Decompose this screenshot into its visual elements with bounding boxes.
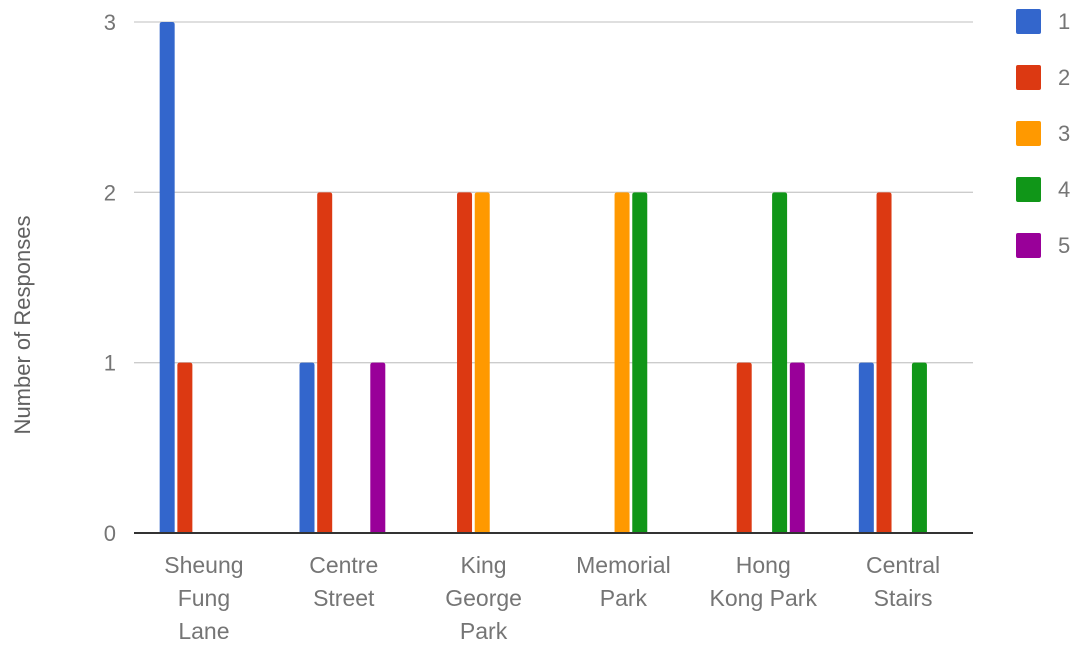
category-label-line: Street	[313, 585, 375, 611]
category-label: King George Park	[445, 552, 522, 644]
bar	[457, 192, 473, 534]
category-label-line: Lane	[178, 618, 229, 644]
category-label-line: Hong	[736, 552, 791, 578]
category-label-line: Park	[600, 585, 648, 611]
legend-swatch	[1016, 65, 1041, 90]
y-tick-label: 3	[104, 10, 116, 35]
category-label-line: Stairs	[874, 585, 933, 611]
bar	[772, 192, 788, 534]
category-label-line: Fung	[178, 585, 230, 611]
legend-swatch	[1016, 233, 1041, 258]
bar	[876, 192, 892, 534]
y-tick-label: 2	[104, 180, 116, 205]
y-axis-title: Number of Responses	[10, 216, 35, 435]
legend-label: 5	[1058, 233, 1070, 258]
bar	[789, 362, 805, 533]
bar	[736, 362, 752, 533]
legend: 1 2 3 4 5	[1016, 9, 1070, 258]
bar	[177, 362, 193, 533]
category-label-line: Kong Park	[710, 585, 818, 611]
category-label-line: Memorial	[576, 552, 671, 578]
bars	[159, 22, 927, 534]
legend-label: 4	[1058, 177, 1070, 202]
gridlines	[134, 21, 973, 364]
bar	[614, 192, 630, 534]
category-label-line: Park	[460, 618, 508, 644]
bar	[474, 192, 490, 534]
y-tick-labels: 0 1 2 3	[104, 10, 116, 546]
category-label-line: Centre	[309, 552, 378, 578]
bar	[911, 362, 927, 533]
legend-label: 1	[1058, 9, 1070, 34]
bar	[159, 22, 175, 533]
y-tick-label: 0	[104, 521, 116, 546]
legend-label: 2	[1058, 65, 1070, 90]
legend-swatch	[1016, 9, 1041, 34]
bar	[299, 362, 315, 533]
y-tick-label: 1	[104, 351, 116, 376]
category-label-line: Central	[866, 552, 940, 578]
category-label: Sheung Fung Lane	[164, 552, 243, 644]
category-labels: Sheung Fung Lane Centre Street King George Park…	[164, 552, 940, 644]
category-label-line: George	[445, 585, 522, 611]
bar	[632, 192, 648, 534]
legend-label: 3	[1058, 121, 1070, 146]
bar	[370, 362, 386, 533]
legend-swatch	[1016, 177, 1041, 202]
bar	[317, 192, 333, 534]
category-label: Hong Kong Park	[710, 552, 818, 611]
category-label-line: Sheung	[164, 552, 243, 578]
category-label: Centre Street	[309, 552, 378, 611]
category-label: Memorial Park	[576, 552, 671, 611]
category-label: Central Stairs	[866, 552, 940, 611]
legend-swatch	[1016, 121, 1041, 146]
category-label-line: King	[461, 552, 507, 578]
bar	[858, 362, 874, 533]
